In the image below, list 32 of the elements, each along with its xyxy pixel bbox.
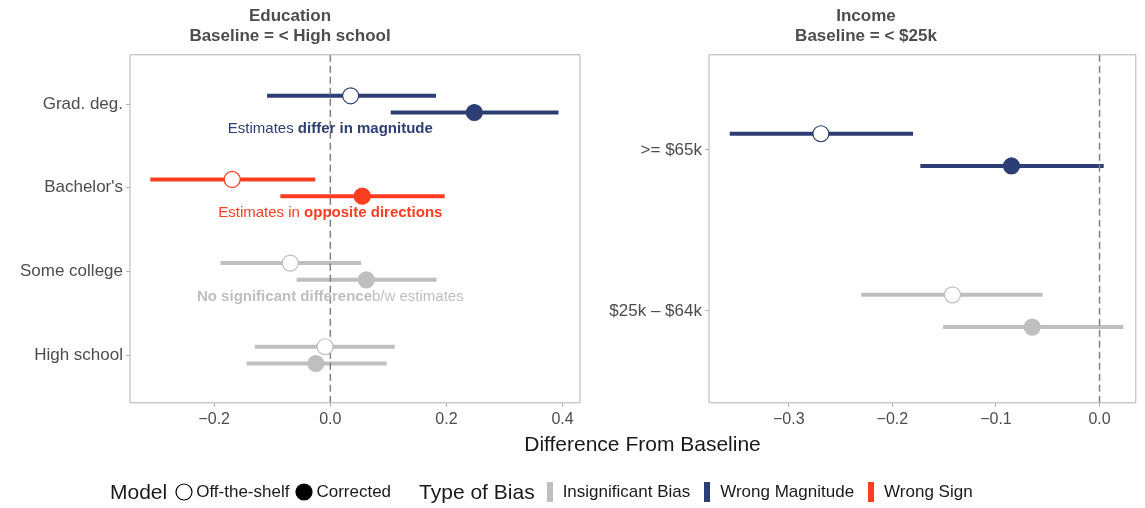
x-tick-label: 0.0 xyxy=(1088,409,1111,427)
y-tick-label: Some college xyxy=(19,261,123,281)
y-tick-label: Bachelor's xyxy=(44,177,123,197)
category-label: Wrong Magnitude xyxy=(720,482,855,502)
chart-title: Education xyxy=(248,5,332,25)
annotation: Estimates in xyxy=(218,203,305,221)
legend-title: Type of Bias xyxy=(419,480,535,504)
legend-title: Model xyxy=(110,480,168,504)
annotation: opposite directions xyxy=(304,203,443,221)
x-tick-label: −0.3 xyxy=(772,409,805,427)
annotation: No significant difference xyxy=(196,286,372,304)
category-label: Corrected xyxy=(316,482,392,502)
x-tick-label: 0.0 xyxy=(319,409,342,427)
y-tick-label: $25k – $64k xyxy=(609,300,703,320)
annotation: b/w estimates xyxy=(371,286,464,304)
chart-subtitle: Baseline = < $25k xyxy=(795,26,938,46)
category-label: Off-the-shelf xyxy=(196,482,290,502)
x-tick-label: −0.1 xyxy=(980,409,1012,427)
x-tick-label: −0.2 xyxy=(198,409,231,427)
chart-title: Income xyxy=(836,5,896,25)
y-tick-label: High school xyxy=(34,344,123,364)
chart-subtitle: Baseline = < High school xyxy=(189,26,391,46)
category-label: Insignificant Bias xyxy=(562,482,691,502)
annotation: differ in magnitude xyxy=(297,119,433,137)
x-tick-label: 0.2 xyxy=(435,409,458,427)
x-tick-label: −0.2 xyxy=(876,409,909,427)
x-tick-label: 0.4 xyxy=(551,409,574,427)
annotation: Estimates xyxy=(227,119,298,137)
category-label: Wrong Sign xyxy=(884,482,973,502)
x-axis-title: Difference From Baseline xyxy=(524,432,761,455)
y-tick-label: Grad. deg. xyxy=(42,93,123,113)
y-tick-label: >= $65k xyxy=(640,139,703,159)
